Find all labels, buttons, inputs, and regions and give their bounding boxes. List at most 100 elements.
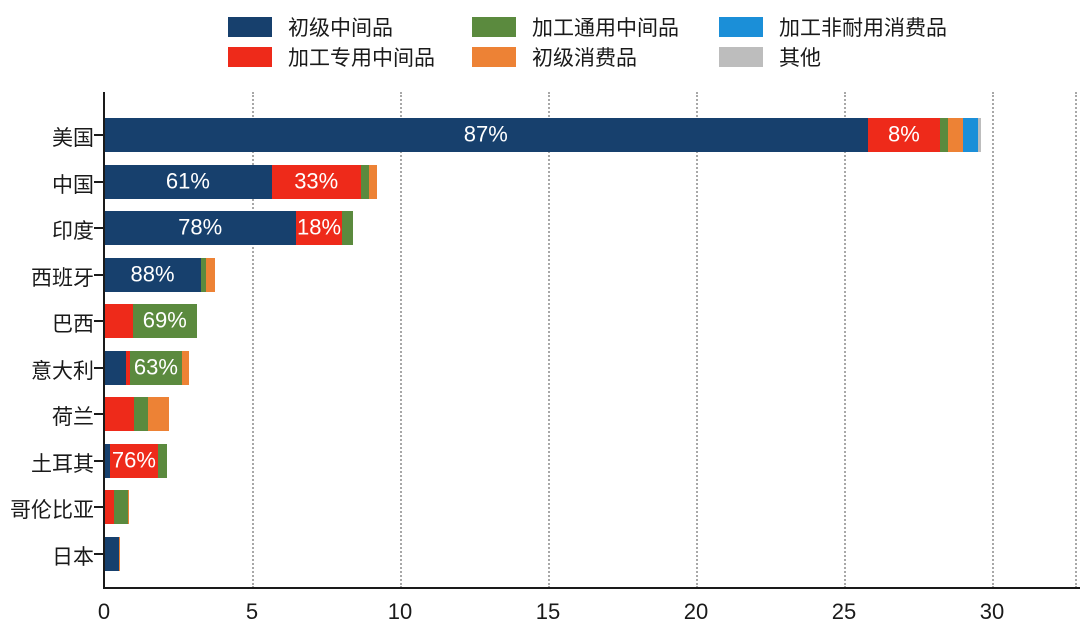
grid-line [696,92,698,588]
y-axis-label: 荷兰 [52,406,94,429]
bar-segment-red: 8% [867,118,941,152]
bar-row: 76% [104,443,168,478]
bar-row: 63% [104,350,190,385]
legend-item-label: 初级中间品 [288,17,393,40]
y-tick-mark [94,552,104,555]
legend-swatch-lightblue-icon [719,17,763,37]
legend-item-orange: 初级消费品 [472,44,637,70]
bar-segment-green [940,118,949,152]
bar-segment-orange [181,350,190,385]
legend-item-label: 加工通用中间品 [532,17,679,40]
x-tick-label: 30 [979,599,1005,624]
bar-segment-label: 18% [297,214,342,240]
x-tick-label: 20 [683,599,709,624]
bar-row [104,490,130,524]
y-tick-mark [94,506,104,508]
bar-segment-green [133,397,148,431]
bar-segment-orange [948,118,964,152]
bar-segment-orange [147,397,170,431]
bar-segment-navy: 78% [104,211,297,245]
bar-segment-green: 69% [132,304,197,338]
bar-segment-red: 18% [296,211,342,245]
legend-swatch-orange-icon [472,47,516,67]
x-tick-label: 15 [535,599,561,624]
bar-segment-label: 8% [888,121,920,147]
legend-swatch-red-icon [228,47,272,67]
x-tick-label: 0 [97,599,111,624]
bar-segment-orange [205,257,215,292]
y-axis-line [103,92,105,589]
bar-row: 87% 8% [104,118,982,152]
bar-row [104,536,121,571]
y-tick-mark [94,180,104,183]
y-tick-mark [94,227,104,229]
legend-item-green: 加工通用中间品 [472,14,679,40]
y-axis-label: 巴西 [52,313,94,336]
bar-segment-orange [119,536,121,571]
legend-swatch-green-icon [472,17,516,37]
legend-item-label: 初级消费品 [532,47,637,70]
bar-segment-green [201,257,206,292]
legend-item-label: 加工非耐用消费品 [779,17,947,40]
bar-segment-red: 33% [271,164,361,199]
y-axis-label: 印度 [52,220,94,243]
bar-segment-gray [978,118,982,152]
bar-segment-green: 63% [130,350,182,385]
x-tick-label: 10 [387,599,413,624]
y-tick-mark [94,320,104,322]
legend-item-gray: 其他 [719,44,821,70]
bar-row: 69% [104,304,197,338]
bar-row: 78% 18% [104,211,353,245]
y-axis-label: 美国 [52,127,94,150]
bar-segment-navy: 87% [104,118,868,152]
bar-segment-red [104,304,133,338]
legend-item-lightblue: 加工非耐用消费品 [719,14,947,40]
bar-segment-label: 69% [142,307,187,333]
bar-segment-red [104,397,134,431]
bar-segment-label: 33% [294,167,339,193]
bar-segment-label: 87% [463,121,508,147]
grid-line [400,92,402,588]
y-tick-mark [94,134,104,136]
bar-segment-navy: 88% [104,257,202,292]
y-axis-label: 西班牙 [31,266,94,290]
bar-segment-navy: 61% [104,164,272,199]
bar-segment-red [118,536,120,571]
bar-segment-navy [104,350,127,385]
grid-line [548,92,550,588]
y-tick-mark [94,273,104,276]
y-axis-label: 哥伦比亚 [10,499,94,522]
y-axis-label: 中国 [52,173,94,197]
y-axis-label: 日本 [52,545,94,569]
y-axis-label: 意大利 [31,359,94,383]
bar-segment-green [341,211,353,245]
legend-item-navy: 初级中间品 [228,14,393,40]
y-tick-mark [94,459,104,462]
legend-swatch-gray-icon [719,47,763,67]
bar-segment-red: 76% [109,443,158,478]
bar-segment-label: 78% [178,214,223,240]
x-tick-label: 25 [831,599,857,624]
bar-segment-orange [368,164,378,199]
bar-segment-orange [127,490,130,524]
grid-line [844,92,846,588]
bar-segment-label: 61% [165,167,210,193]
legend-item-label: 其他 [779,47,821,70]
bar-segment-navy [104,443,110,478]
bar-row [104,397,170,431]
x-axis-line [103,587,1080,589]
bar-segment-green [360,164,369,199]
bar-segment-red [104,490,115,524]
grid-line [252,92,254,588]
bar-row: 88% [104,257,215,292]
legend-swatch-navy-icon [228,17,272,37]
grid-line [1075,92,1077,588]
bar-segment-label: 63% [133,353,178,379]
y-tick-mark [94,413,104,415]
x-tick-label: 5 [245,599,259,624]
y-axis-label: 土耳其 [31,452,94,476]
bar-segment-label: 88% [130,260,175,286]
legend-item-red: 加工专用中间品 [228,44,435,70]
legend-item-label: 加工专用中间品 [288,47,435,70]
